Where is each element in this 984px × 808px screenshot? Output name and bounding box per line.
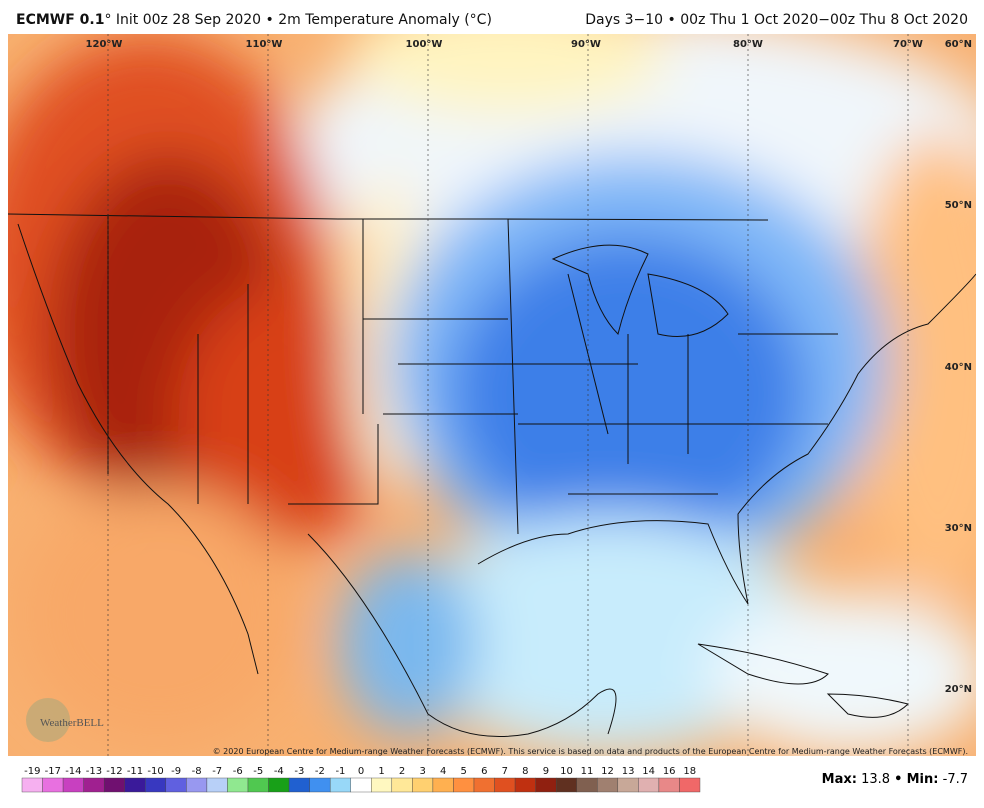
logo-mark [26,698,70,742]
colorbar-swatch [412,777,434,793]
colorbar-swatch [514,777,536,793]
colorbar-label: 10 [560,766,573,777]
colorbar-swatch [371,777,393,793]
longitude-label: 90°W [571,39,601,50]
colorbar-label: 7 [502,766,508,777]
colorbar-swatch [206,777,228,793]
colorbar-swatch [350,777,372,793]
longitude-label: 80°W [733,39,763,50]
colorbar-label: -4 [274,766,284,777]
colorbar-swatch [62,777,84,793]
colorbar-swatch [186,777,208,793]
colorbar-swatch [576,777,598,793]
colorbar-label: -7 [212,766,222,777]
map: 120°W 110°W 100°W 90°W 80°W 70°W 60°N 50°N 40°N… [8,34,976,756]
colorbar-label: -6 [233,766,243,777]
colorbar-swatch [453,777,475,793]
colorbar-label: -11 [127,766,143,777]
colorbar-label: -8 [192,766,202,777]
colorbar-label: -2 [315,766,325,777]
colorbar-swatch [617,777,639,793]
colorbar-label: -1 [335,766,345,777]
latitude-label: 50°N [945,200,972,211]
colorbar-label: -3 [294,766,304,777]
colorbar-swatch [638,777,660,793]
colorbar-label: -9 [171,766,181,777]
graticule [107,34,909,756]
colorbar-swatch [42,777,64,793]
colorbar-label: -10 [147,766,163,777]
colorbar-label: 0 [358,766,364,777]
colorbar-swatch [658,777,680,793]
colorbar: -19 -17 -14 -13 -12 -11 -10 -9 -8 -7 -6 -5 -4 -3 -2 -1 0… [21,766,701,793]
colorbar-swatch [145,777,167,793]
colorbar-label: 3 [419,766,425,777]
colorbar-label: 8 [522,766,528,777]
colorbar-label: -5 [253,766,263,777]
colorbar-label: 14 [642,766,655,777]
period: Days 3−10 • 00z Thu 1 Oct 2020−00z Thu 8… [585,12,968,28]
colorbar-label: 5 [461,766,467,777]
latitude-label: 40°N [945,362,972,373]
colorbar-swatch [227,777,249,793]
colorbar-label: 12 [601,766,614,777]
colorbar-label: -17 [45,766,61,777]
separator: • [894,772,903,787]
colorbar-swatch [124,777,146,793]
colorbar-label: 18 [683,766,696,777]
colorbar-swatch [268,777,290,793]
colorbar-label: -13 [86,766,102,777]
colorbar-swatch [473,777,495,793]
colorbar-swatch [555,777,577,793]
colorbar-label: 1 [378,766,384,777]
model: ECMWF 0.1 [16,12,105,28]
longitude-label: 110°W [246,39,283,50]
longitude-label: 100°W [406,39,443,50]
max-value: 13.8 [861,772,891,787]
longitude-label: 120°W [86,39,123,50]
min-value: -7.7 [942,772,968,787]
latitude-label: 20°N [945,684,972,695]
colorbar-swatch [103,777,125,793]
colorbar-swatch [165,777,187,793]
colorbar-swatch [329,777,351,793]
header-left: ECMWF 0.1° Init 00z 28 Sep 2020 • 2m Tem… [16,12,492,28]
max-label: Max: [821,772,857,787]
latitude-label: 30°N [945,523,972,534]
colorbar-label: -12 [106,766,122,777]
latitude-label: 60°N [945,39,972,50]
copyright: © 2020 European Centre for Medium-range … [213,747,968,756]
colorbar-swatch [597,777,619,793]
colorbar-label: 11 [581,766,594,777]
min-label: Min: [906,772,939,787]
colorbar-label: -19 [24,766,40,777]
stats: Max: 13.8 • Min: -7.7 [822,772,968,787]
colorbar-swatch [21,777,43,793]
colorbar-label: -14 [65,766,81,777]
colorbar-swatch [494,777,516,793]
colorbar-swatch [535,777,557,793]
longitude-label: 70°W [893,39,923,50]
colorbar-label: 4 [440,766,446,777]
colorbar-label: 2 [399,766,405,777]
colorbar-swatch [679,777,701,793]
title: ° Init 00z 28 Sep 2020 • 2m Temperature … [104,12,492,28]
logo: WeatherBELL [40,717,104,729]
anomaly-field [8,34,976,756]
colorbar-label: 16 [663,766,676,777]
colorbar-label: 6 [481,766,487,777]
colorbar-swatch [83,777,105,793]
colorbar-swatch [391,777,413,793]
colorbar-label: 9 [543,766,549,777]
colorbar-swatch [247,777,269,793]
colorbar-swatch [432,777,454,793]
colorbar-swatch [288,777,310,793]
colorbar-label: 13 [622,766,635,777]
boundaries [8,213,976,737]
colorbar-swatch [309,777,331,793]
